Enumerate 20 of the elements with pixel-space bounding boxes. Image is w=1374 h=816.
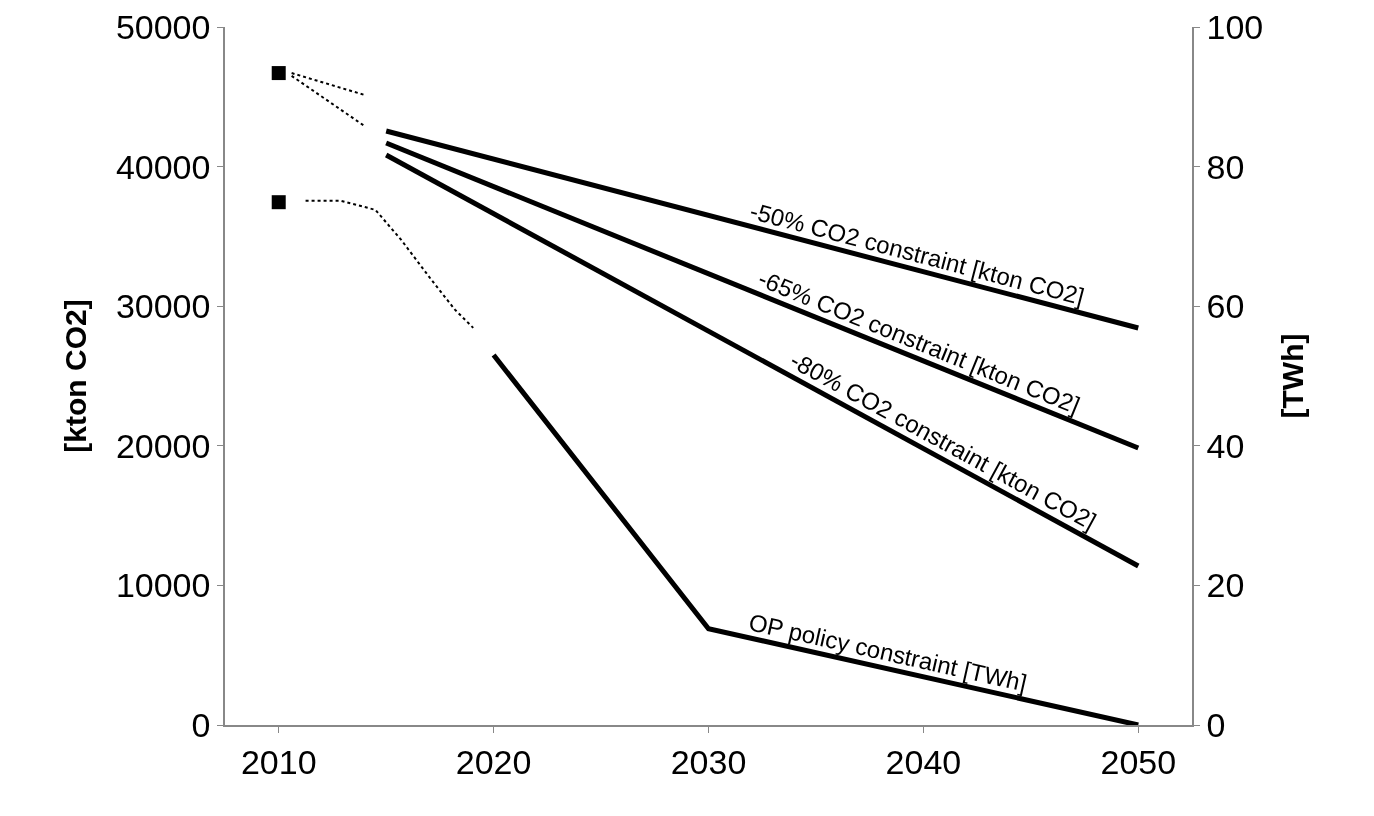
x-tick-label: 2050 xyxy=(1100,742,1177,781)
y-axis-title: [kton CO2] xyxy=(59,299,93,453)
y-tick-label: 20000 xyxy=(115,426,211,465)
x-tick-label: 2040 xyxy=(885,742,962,781)
y-tick-label: 10000 xyxy=(115,566,211,605)
y-tick-label: 40000 xyxy=(115,147,211,186)
y2-axis-title: [TWh] xyxy=(1276,333,1310,419)
y-tick-label: 30000 xyxy=(115,287,211,326)
y2-tick-label: 100 xyxy=(1206,7,1264,46)
text: OP policy constraint [TWh] xyxy=(746,608,1030,697)
y2-tick-label: 0 xyxy=(1206,705,1226,744)
x-tick-label: 2020 xyxy=(455,742,532,781)
y2-tick-label: 60 xyxy=(1206,287,1245,326)
y2-tick-label: 20 xyxy=(1206,566,1245,605)
x-tick-label: 2010 xyxy=(240,742,317,781)
y2-tick-label: 80 xyxy=(1206,147,1245,186)
y-tick-label: 50000 xyxy=(115,7,211,46)
x-tick-label: 2030 xyxy=(670,742,747,781)
y2-tick-label: 40 xyxy=(1206,426,1245,465)
y-tick-label: 0 xyxy=(191,705,211,744)
